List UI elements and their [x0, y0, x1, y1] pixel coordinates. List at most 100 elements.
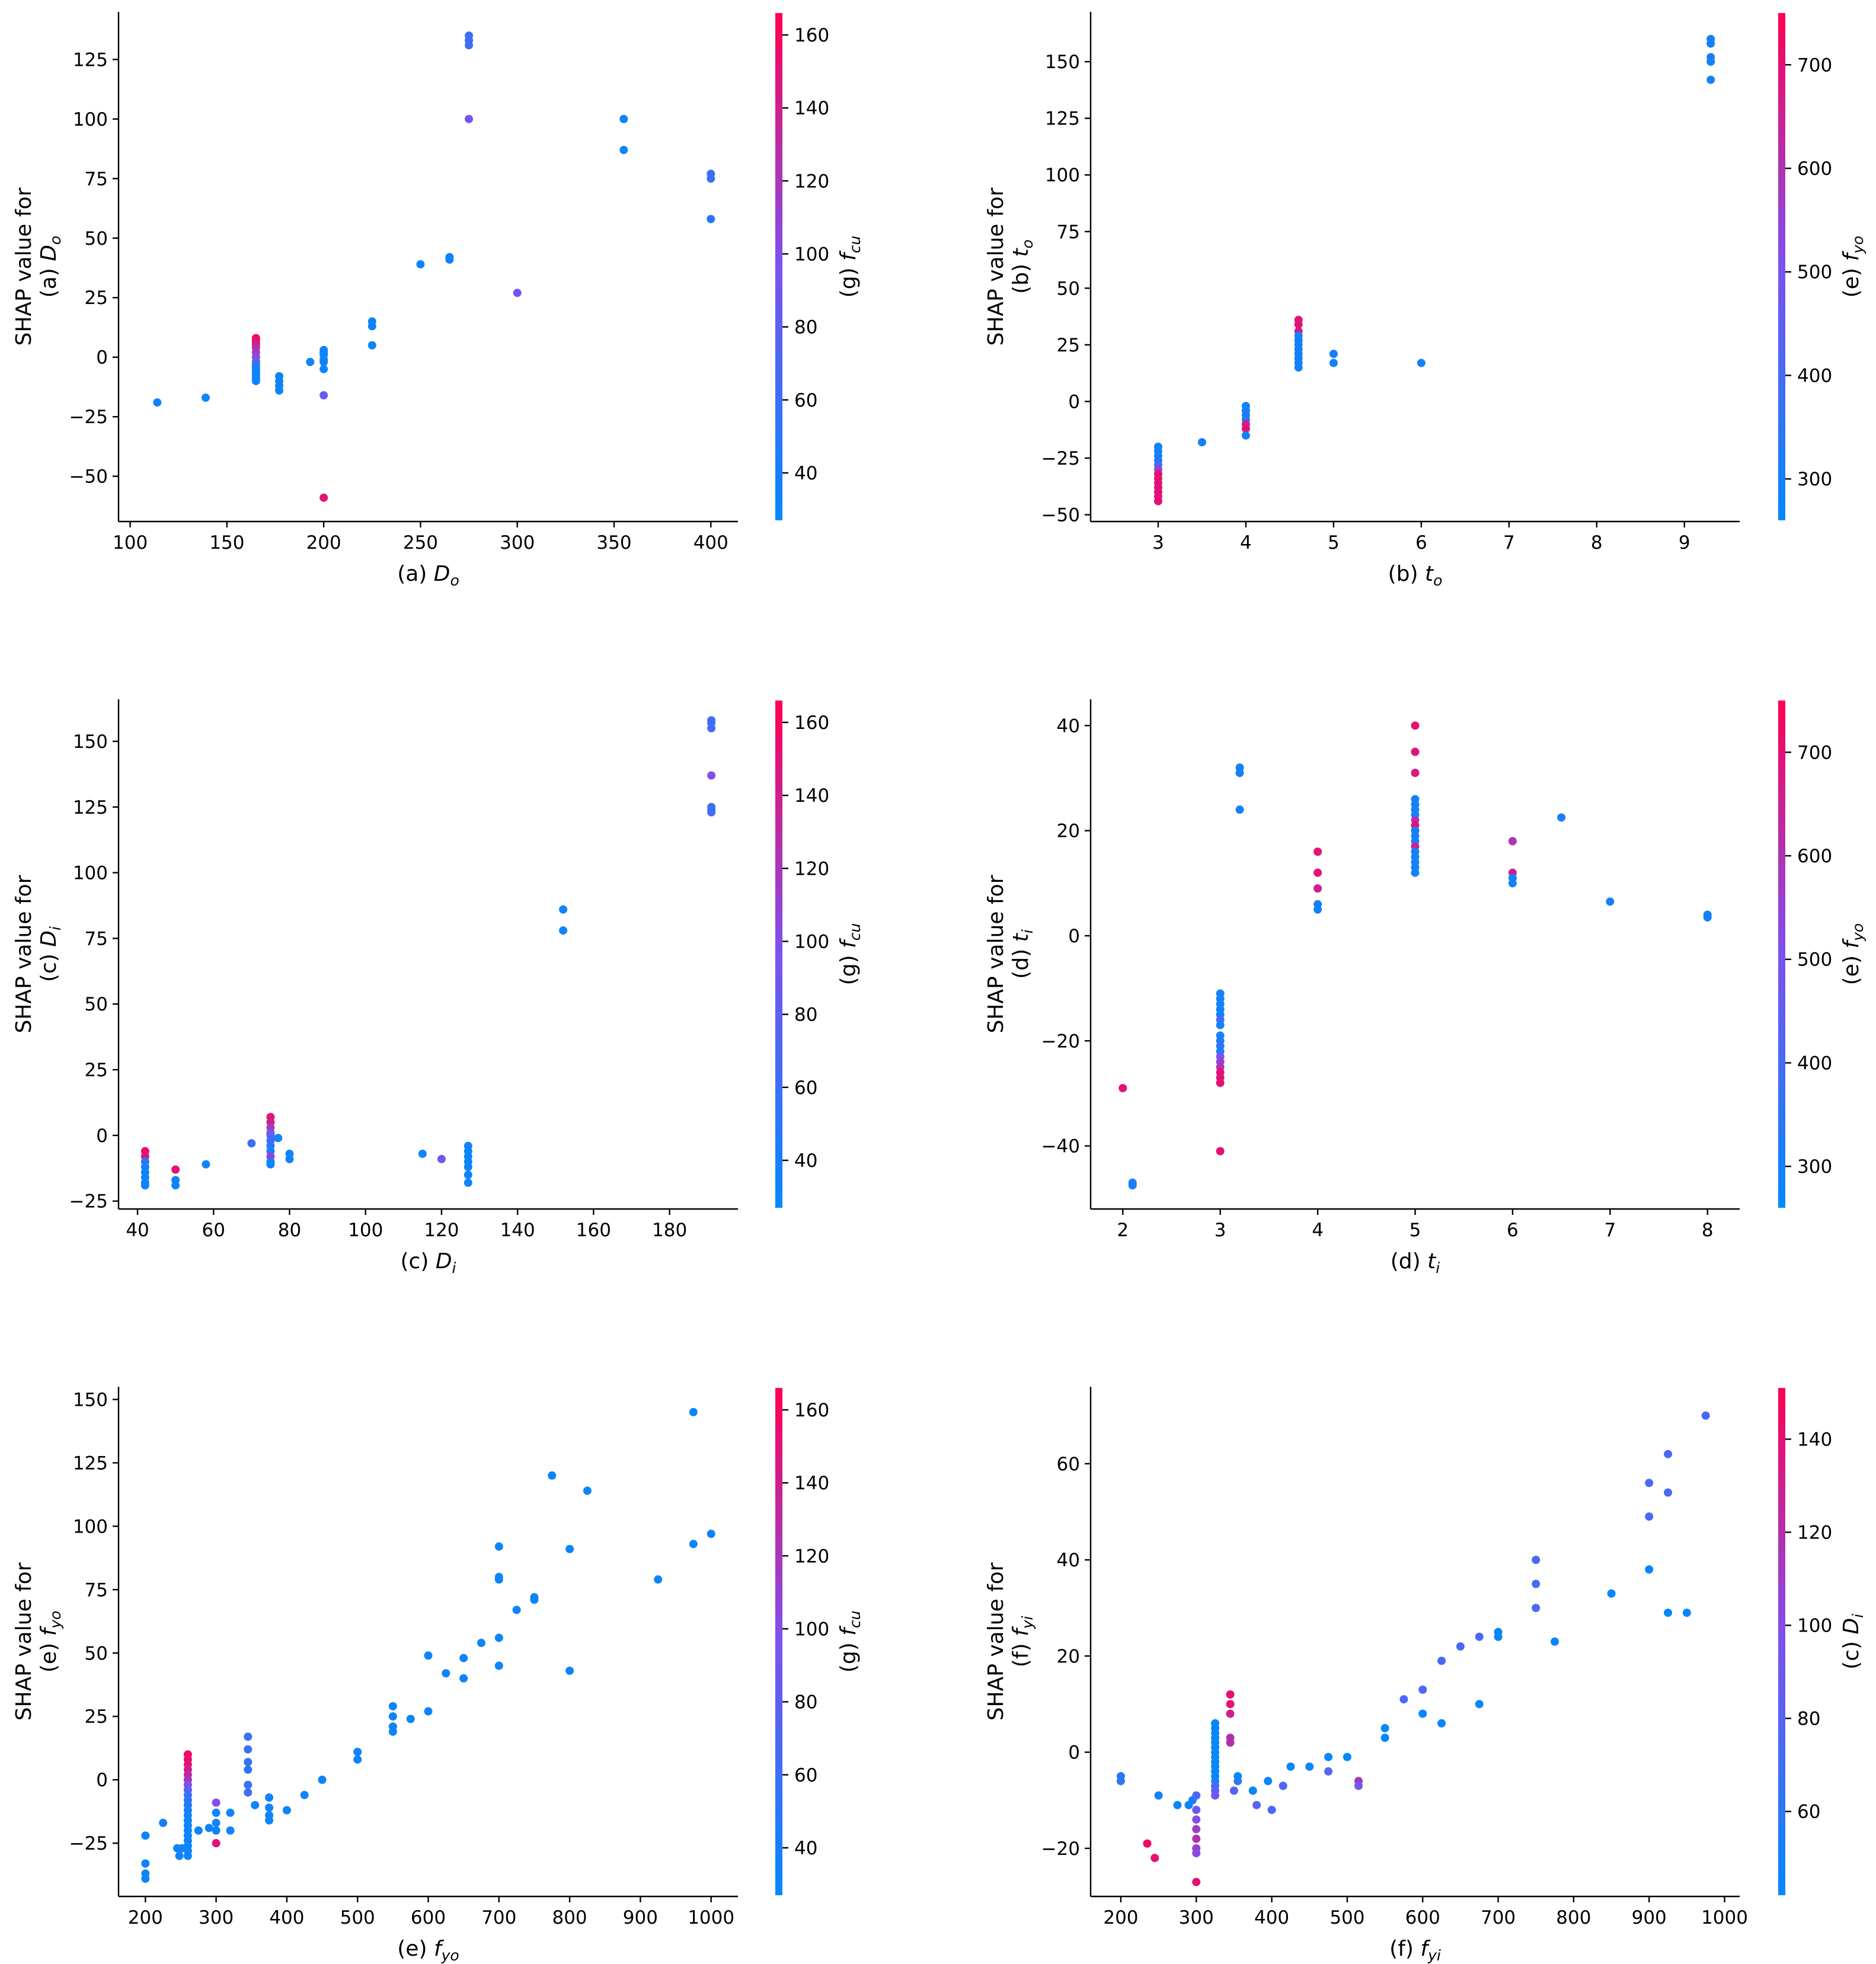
data-point [1150, 1854, 1159, 1863]
y-tick-label: 0 [96, 1125, 108, 1147]
data-point [244, 1765, 253, 1774]
colorbar-tick-label: 120 [1797, 1522, 1832, 1543]
data-point [1437, 1719, 1446, 1728]
data-point [1294, 320, 1303, 329]
x-axis-label: (a) Do [397, 562, 459, 589]
data-point [353, 1755, 362, 1764]
data-point [1313, 905, 1322, 914]
x-tick-label: 4 [1240, 532, 1252, 554]
label-subscript: o [450, 572, 459, 589]
data-point [548, 1471, 557, 1480]
y-tick-label: 0 [96, 1770, 108, 1791]
data-point [494, 1633, 503, 1642]
data-point [1313, 884, 1322, 893]
data-point [459, 1674, 468, 1683]
label-prefix: (d) [1009, 942, 1033, 978]
data-point [1354, 1781, 1363, 1790]
y-axis-label-line2: (a) Do [37, 236, 64, 298]
label-prefix: (e) [397, 1937, 434, 1961]
data-point [1192, 1815, 1201, 1824]
data-point [159, 1818, 168, 1827]
y-tick-label: 50 [85, 1643, 108, 1664]
data-point [265, 1803, 274, 1812]
data-point [1305, 1762, 1314, 1771]
y-tick-label: −25 [69, 407, 108, 428]
label-subscript: o [1433, 572, 1442, 589]
data-point [1192, 1848, 1201, 1857]
data-point [1267, 1805, 1276, 1814]
label-prefix: (f) [1389, 1937, 1420, 1961]
label-prefix: (a) [397, 562, 434, 586]
y-tick-label: −50 [69, 466, 108, 488]
x-tick-label: 8 [1702, 1220, 1714, 1241]
colorbar-gradient [775, 13, 782, 520]
data-point [406, 1714, 415, 1723]
data-point [559, 926, 568, 935]
y-axis-label-line1: SHAP value for [12, 1562, 36, 1720]
label-subscript: i [1849, 1614, 1867, 1618]
colorbar-label: (c) Di [1839, 1614, 1867, 1669]
x-tick-label: 180 [652, 1220, 687, 1241]
y-tick-label: 100 [73, 1516, 108, 1537]
colorbar: 60 80 100 120 140 (c) Di [1778, 1388, 1867, 1895]
colorbar-tick-label: 400 [1797, 1053, 1832, 1074]
data-point [494, 1661, 503, 1670]
y-tick-label: 125 [1045, 108, 1080, 130]
colorbar-label: (e) fyo [1839, 236, 1867, 298]
x-tick-label: 800 [552, 1907, 587, 1928]
y-tick-label: 40 [1057, 715, 1080, 737]
y-tick-label: 25 [1057, 335, 1080, 356]
colorbar-label: (g) fcu [836, 236, 864, 298]
data-point [464, 1170, 472, 1179]
data-point [619, 114, 628, 123]
colorbar: 300 400 500 600 700 (e) fyo [1778, 13, 1867, 520]
label-subscript: o [1019, 239, 1036, 248]
colorbar-tick-label: 80 [794, 1692, 817, 1713]
label-subscript: yo [1849, 923, 1867, 942]
data-point [367, 341, 376, 350]
y-tick-label: 50 [1057, 278, 1080, 299]
x-tick-label: 60 [202, 1220, 225, 1241]
data-point [388, 1702, 397, 1711]
y-tick-label: 125 [73, 49, 108, 71]
data-point [1664, 1450, 1673, 1458]
data-point [464, 1178, 472, 1187]
label-variable: t [1427, 1249, 1437, 1274]
y-tick-label: −25 [1041, 448, 1080, 469]
y-axis-label-line2: (c) Di [37, 926, 64, 982]
label-prefix: (d) [1391, 1249, 1427, 1274]
x-axis-label: (d) ti [1391, 1249, 1440, 1277]
data-point [1607, 1589, 1616, 1598]
data-point [367, 322, 376, 331]
data-point [1226, 1700, 1235, 1709]
data-point [1606, 897, 1615, 906]
colorbar: 40 60 80 100 120 140 160 (g) fcu [775, 1388, 864, 1895]
label-prefix: (b) [1388, 562, 1425, 586]
data-point [1411, 868, 1420, 877]
data-point [282, 1806, 291, 1815]
label-variable: D [1839, 1618, 1864, 1634]
x-tick-label: 600 [1405, 1907, 1440, 1928]
colorbar-tick-label: 40 [794, 463, 817, 484]
label-prefix: (e) [1839, 261, 1864, 298]
y-axis-label-line1: SHAP value for [12, 875, 36, 1033]
colorbar-tick-label: 160 [794, 25, 829, 46]
data-point [707, 724, 716, 732]
data-point [1233, 1777, 1242, 1786]
data-point [1532, 1604, 1541, 1613]
colorbar-gradient [775, 1388, 782, 1895]
x-tick-label: 700 [481, 1907, 516, 1928]
colorbar-tick-label: 80 [1797, 1709, 1820, 1730]
data-point [565, 1544, 574, 1553]
colorbar-tick-label: 100 [794, 244, 829, 265]
label-subscript: i [1436, 1259, 1440, 1277]
x-tick-label: 8 [1591, 532, 1603, 554]
x-tick-label: 500 [340, 1907, 375, 1928]
x-tick-label: 3 [1215, 1220, 1226, 1241]
label-variable: D [37, 245, 61, 261]
colorbar-tick-label: 160 [794, 1400, 829, 1421]
data-point [1645, 1512, 1654, 1521]
x-tick-label: 5 [1328, 532, 1340, 554]
data-point [275, 386, 284, 395]
data-point [437, 1154, 446, 1163]
